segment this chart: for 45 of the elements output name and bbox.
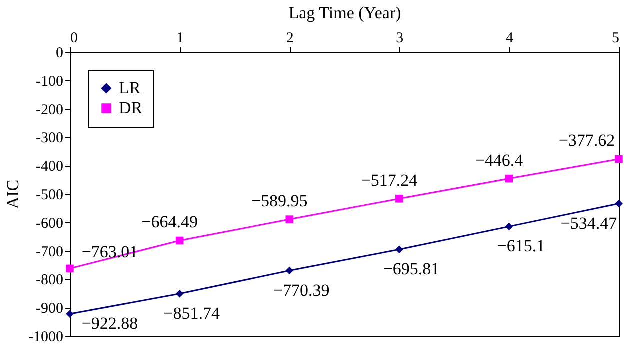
point (396, 246, 404, 254)
point (176, 290, 184, 298)
y-axis-title: AIC (4, 180, 23, 210)
point (505, 222, 514, 231)
point (66, 264, 74, 273)
point (286, 266, 294, 275)
data-label: −851.74 (164, 304, 220, 323)
y-tick-label: 0 (56, 46, 64, 62)
x-tick-label: 3 (396, 30, 404, 46)
y-tick-label: -300 (36, 130, 64, 147)
x-axis-title: Lag Time (Year) (288, 4, 402, 22)
y-tick-label: -100 (36, 74, 64, 90)
y-tick-label: -900 (36, 301, 64, 318)
y-tick-label: -400 (36, 159, 64, 176)
point (396, 195, 404, 203)
data-label: −922.88 (82, 314, 138, 334)
x-tick-label: 0 (70, 30, 78, 46)
y-tick-label: -600 (36, 216, 64, 232)
data-label: −446.4 (475, 150, 524, 170)
y-tick-label: -1000 (28, 330, 64, 346)
point (615, 200, 623, 208)
x-tick-label: 5 (612, 30, 620, 46)
y-tick-label: -700 (36, 244, 64, 260)
y-tick-label: -200 (36, 102, 64, 118)
y-tick-label: -500 (36, 188, 64, 204)
x-tick-label: 1 (176, 30, 184, 46)
legend-label: DR (119, 98, 144, 118)
data-label: −517.24 (361, 170, 418, 190)
x-tick-label: 4 (506, 30, 514, 46)
data-label: −664.49 (142, 212, 198, 232)
point (615, 155, 623, 164)
legend-label: LR (119, 78, 142, 98)
data-label: −763.01 (82, 242, 138, 262)
data-label: −695.81 (383, 260, 440, 279)
point (176, 236, 184, 245)
point (66, 310, 74, 318)
data-label: −534.47 (560, 214, 618, 233)
point (505, 174, 514, 183)
data-label: −589.95 (251, 192, 308, 211)
data-label: −377.62 (558, 131, 616, 150)
point (286, 216, 294, 224)
data-label: −770.39 (273, 280, 330, 300)
data-label: −615.1 (497, 236, 546, 256)
x-tick-label: 2 (286, 30, 294, 46)
y-tick-label: -800 (36, 272, 64, 289)
